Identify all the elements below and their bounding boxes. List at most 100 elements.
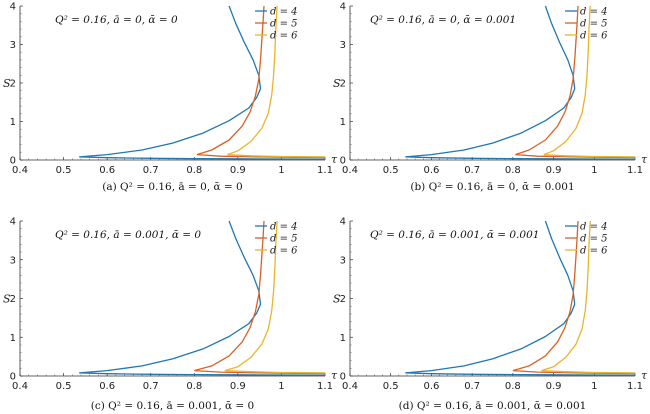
series-6-lower-branch (227, 153, 326, 158)
y-tick-label: 0 (340, 156, 346, 167)
y-tick-label: 4 (10, 217, 16, 228)
series-line-d6 (224, 220, 278, 372)
y-tick-label: 4 (340, 217, 346, 228)
x-tick-label: 0.8 (505, 165, 521, 176)
x-tick-label: 0.6 (423, 165, 439, 176)
legend-entry: d = 5 (580, 234, 608, 245)
x-tick-label: 0.5 (56, 381, 72, 392)
legend-entry: d = 4 (270, 7, 298, 18)
y-tick-label: 3 (10, 40, 16, 51)
series-line-d5 (515, 5, 579, 156)
y-tick-label: 0 (340, 372, 346, 383)
panel-d: 0.4 0.5 0.6 0.7 0.8 0.9 1 1.1 0 1 2 3 4 τ S Q² = 0.16, … (333, 217, 648, 413)
legend-entry: d = 4 (580, 222, 608, 233)
x-tick-label: 0.9 (546, 381, 562, 392)
x-tick-label: 0.5 (56, 165, 72, 176)
x-tick-label: 0.8 (186, 381, 202, 392)
y-tick-label: 2 (10, 294, 16, 305)
panel-caption: (d) Q² = 0.16, ā = 0.001, ᾱ = 0.001 (399, 400, 587, 412)
y-axis-label: S (333, 77, 341, 90)
y-axis-label: S (333, 293, 341, 306)
parameter-annotation: Q² = 0.16, ā = 0, ᾱ = 0.001 (370, 14, 516, 26)
series-4-lower-branch (405, 156, 636, 160)
legend-entry: d = 6 (270, 31, 298, 42)
x-tick-label: 0.7 (143, 165, 159, 176)
y-tick-label: 4 (10, 2, 16, 13)
series-line-d5 (196, 5, 265, 156)
x-tick-label: 1 (278, 381, 284, 392)
y-tick-label: 1 (10, 117, 16, 128)
series-line-d4 (405, 5, 576, 158)
x-tick-label: 0.6 (99, 381, 115, 392)
x-tick-label: 0.8 (505, 381, 521, 392)
x-tick-label: 0.9 (230, 381, 246, 392)
panel-caption: (a) Q² = 0.16, ā = 0, ᾱ = 0 (102, 181, 242, 193)
x-tick-label: 0.7 (464, 165, 480, 176)
y-tick-label: 2 (340, 79, 346, 90)
x-tick-label: 0.6 (423, 381, 439, 392)
series-line-d4 (79, 5, 262, 158)
x-tick-label: 0.4 (342, 165, 358, 176)
x-axis-label: τ (331, 153, 338, 166)
x-tick-label: 0.7 (464, 381, 480, 392)
x-axis-label: τ (641, 369, 648, 382)
x-tick-label: 1 (278, 165, 284, 176)
x-tick-label: 1.1 (627, 381, 643, 392)
legend-entry: d = 5 (270, 19, 298, 30)
series-line-d4 (79, 220, 262, 374)
panel-caption: (b) Q² = 0.16, ā = 0, ᾱ = 0.001 (410, 181, 574, 193)
series-5-lower-branch (515, 153, 636, 159)
series-line-d6 (541, 220, 591, 372)
x-tick-label: 1.1 (627, 165, 643, 176)
legend-entry: d = 5 (270, 234, 298, 245)
x-tick-label: 1 (591, 165, 597, 176)
x-tick-label: 0.7 (143, 381, 159, 392)
series-4-lower-branch (79, 156, 326, 160)
series-line-d4 (405, 220, 576, 374)
x-tick-label: 1.1 (317, 165, 333, 176)
legend-entry: d = 6 (580, 31, 608, 42)
series-4-lower-branch (405, 372, 636, 376)
panel-c: 0.4 0.5 0.6 0.7 0.8 0.9 1 1.1 0 1 2 3 4 τ S Q² = 0.16, … (3, 217, 338, 413)
x-tick-label: 1 (591, 381, 597, 392)
series-6-lower-branch (541, 369, 636, 374)
y-tick-label: 1 (340, 117, 346, 128)
x-tick-label: 0.4 (12, 381, 28, 392)
y-axis-label: S (3, 77, 11, 90)
series-5-lower-branch (194, 369, 326, 375)
series-line-d6 (227, 5, 278, 156)
panel-b: 0.4 0.5 0.6 0.7 0.8 0.9 1 1.1 0 1 2 3 4 τ S Q² = 0.16, … (333, 2, 648, 194)
y-tick-label: 1 (340, 333, 346, 344)
y-tick-label: 3 (340, 40, 346, 51)
series-4-lower-branch (79, 372, 326, 376)
panel-a: 0.4 0.5 0.6 0.7 0.8 0.9 1 1.1 0 1 2 3 4 τ S Q² = 0.16, … (3, 2, 338, 194)
legend-entry: d = 4 (580, 7, 608, 18)
x-tick-label: 0.8 (186, 165, 202, 176)
y-tick-label: 0 (10, 156, 16, 167)
x-tick-label: 0.5 (383, 165, 399, 176)
y-tick-label: 1 (10, 333, 16, 344)
x-tick-label: 0.4 (342, 381, 358, 392)
series-5-lower-branch (196, 153, 326, 159)
legend-entry: d = 6 (580, 246, 608, 257)
y-tick-label: 3 (340, 255, 346, 266)
x-tick-label: 0.9 (230, 165, 246, 176)
x-tick-label: 0.4 (12, 165, 28, 176)
parameter-annotation: Q² = 0.16, ā = 0.001, ᾱ = 0.001 (370, 229, 539, 241)
legend-entry: d = 6 (270, 246, 298, 257)
series-line-d6 (543, 5, 591, 156)
x-tick-label: 0.9 (546, 165, 562, 176)
legend-entry: d = 5 (580, 19, 608, 30)
y-tick-label: 2 (340, 294, 346, 305)
y-tick-label: 3 (10, 255, 16, 266)
series-6-lower-branch (224, 369, 326, 374)
y-axis-label: S (3, 293, 11, 306)
x-axis-label: τ (331, 369, 338, 382)
x-tick-label: 0.5 (383, 381, 399, 392)
y-tick-label: 0 (10, 372, 16, 383)
y-tick-label: 4 (340, 2, 346, 13)
x-tick-label: 0.6 (99, 165, 115, 176)
x-axis-label: τ (641, 153, 648, 166)
legend-entry: d = 4 (270, 222, 298, 233)
